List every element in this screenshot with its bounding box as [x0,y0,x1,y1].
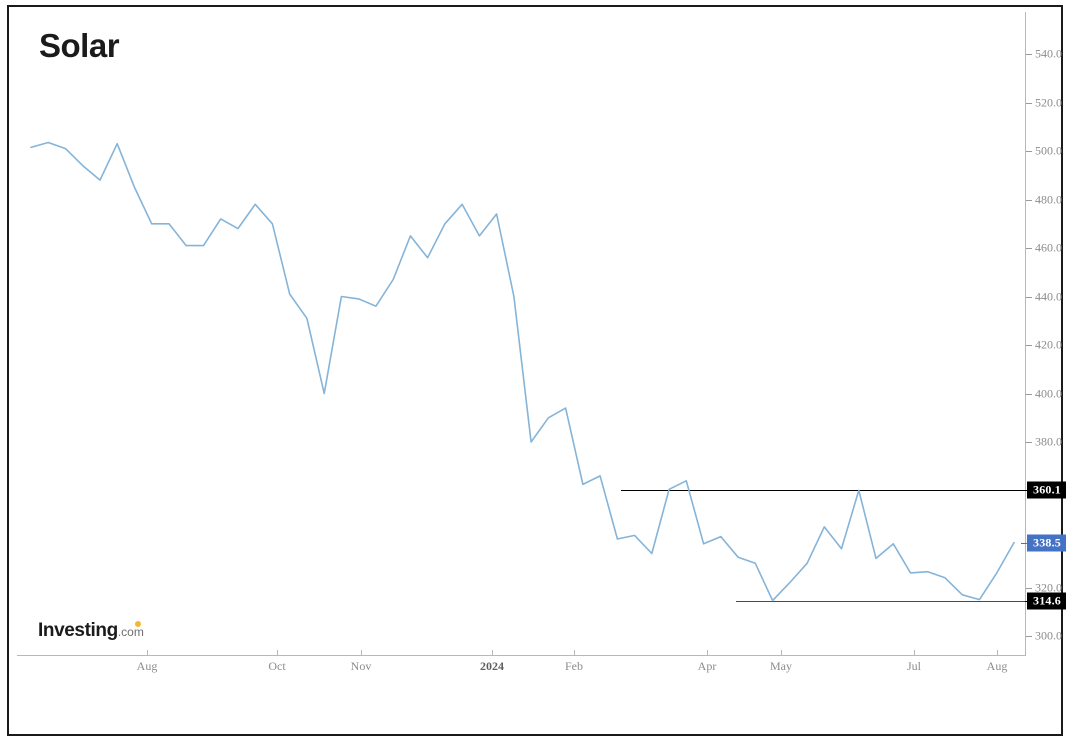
y-axis-tick-mark [1026,248,1032,249]
x-axis-tick-label: Oct [268,659,286,673]
x-axis-tick-mark [997,650,998,656]
y-axis-tick-label: 520.0 [1035,95,1062,109]
y-axis-tick-mark [1026,587,1032,589]
x-axis-tick-label: Nov [350,659,372,673]
y-axis-tick-mark [1026,345,1032,346]
reference-line [621,490,1025,491]
x-axis-tick-mark [781,650,782,656]
x-axis-tick-mark [707,650,708,656]
x-axis-tick-label: May [770,659,792,673]
price-badge-tick [1021,542,1027,544]
y-axis-tick-label: 500.0 [1035,143,1062,158]
price-badge: 360.1 [1027,481,1066,499]
y-axis-tick-label: 480.0 [1035,192,1062,206]
y-axis-tick-mark [1026,636,1032,637]
investing-com-logo: Investing.com [38,620,144,642]
x-axis-tick-mark [574,650,575,656]
logo-wordmark: Investing [38,620,118,641]
y-axis-tick-label: 540.0 [1035,46,1062,61]
x-axis-tick-mark [277,650,278,656]
x-axis-tick-mark [147,650,148,656]
y-axis-tick-label: 320.0 [1035,580,1062,594]
price-badge: 314.6 [1027,592,1066,610]
y-axis-tick-label: 420.0 [1035,337,1062,352]
x-axis-line [17,655,1026,656]
x-axis-tick-label: Apr [697,659,717,673]
reference-line [736,601,1025,602]
x-axis-tick-mark [914,650,915,656]
y-axis-tick-label: 460.0 [1035,240,1062,255]
y-axis-tick-label: 400.0 [1035,386,1062,400]
chart-title: Solar [39,27,120,64]
y-axis-tick-label: 380.0 [1035,434,1062,449]
x-axis-tick-label: Feb [565,659,583,673]
price-line-series [30,141,1015,602]
x-axis-tick-label: 2024 [480,659,504,673]
x-axis-tick-mark [492,650,493,656]
x-axis-tick-label: Aug [986,659,1008,673]
y-axis-tick-mark [1026,102,1032,104]
x-axis-tick-mark [361,650,362,656]
price-badge: 338.5 [1027,534,1066,552]
y-axis-tick-mark [1026,151,1032,152]
y-axis-tick-mark [1026,393,1032,395]
logo-suffix: .com [117,625,144,639]
y-axis-tick-label: 300.0 [1035,628,1062,643]
logo-dot-icon [135,621,141,627]
y-axis-tick-mark [1026,54,1032,55]
y-axis-line [1025,12,1026,656]
y-axis-tick-mark [1026,442,1032,443]
x-axis-tick-label: Jul [906,659,922,673]
y-axis-tick-mark [1026,296,1032,298]
y-axis-tick-mark [1026,199,1032,201]
x-axis-tick-label: Aug [136,659,158,673]
y-axis-tick-label: 440.0 [1035,289,1062,303]
chart-frame: Solar 540.0 520.0 500.0 480.0 460.0 440.0 420.… [7,5,1066,736]
